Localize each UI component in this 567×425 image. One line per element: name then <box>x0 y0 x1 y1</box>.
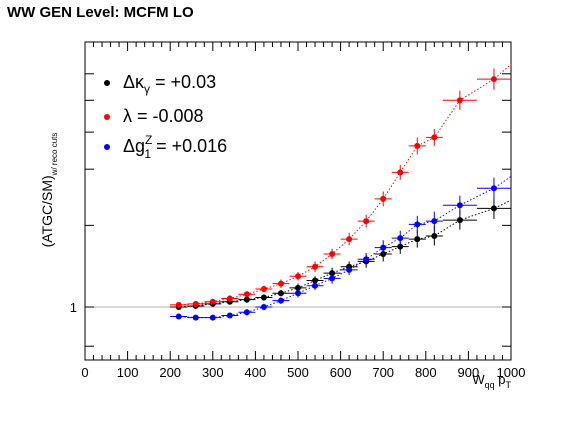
legend: Δκγ = +0.03 λ = -0.008 ΔgZ 1 = +0.016 <box>104 72 227 161</box>
data-point <box>409 216 426 233</box>
marker <box>346 267 352 273</box>
x-tick-label: 700 <box>372 365 394 380</box>
marker <box>295 273 301 279</box>
marker <box>244 291 250 297</box>
data-point <box>238 309 255 315</box>
marker <box>210 299 216 305</box>
legend-marker <box>104 80 110 86</box>
data-point <box>324 249 341 260</box>
marker <box>346 236 352 242</box>
data-point <box>341 265 358 276</box>
x-tick-label: 500 <box>287 365 309 380</box>
x-tick-label: 200 <box>159 365 181 380</box>
marker <box>176 302 182 308</box>
data-point <box>443 196 477 215</box>
data-points <box>170 69 511 321</box>
data-point <box>375 191 392 206</box>
legend-marker <box>104 144 110 150</box>
marker <box>457 97 463 103</box>
marker <box>312 283 318 289</box>
x-tick-label: 800 <box>415 365 437 380</box>
x-tick-label: 600 <box>330 365 352 380</box>
data-point <box>204 315 221 321</box>
marker <box>431 134 437 140</box>
legend-marker <box>104 114 110 120</box>
marker <box>380 245 386 251</box>
marker <box>193 301 199 307</box>
data-point <box>272 290 289 296</box>
marker <box>176 314 182 320</box>
data-point <box>409 231 426 248</box>
data-point <box>477 69 511 90</box>
marker <box>244 297 250 303</box>
x-tick-label: 400 <box>245 365 267 380</box>
data-point <box>221 312 238 318</box>
marker <box>491 185 497 191</box>
marker <box>210 315 216 321</box>
data-point <box>477 198 511 219</box>
marker <box>193 315 199 321</box>
data-point <box>324 273 341 284</box>
marker <box>261 294 267 300</box>
marker <box>491 205 497 211</box>
y-tick-label: 1 <box>70 300 77 315</box>
data-point <box>358 215 375 228</box>
marker <box>227 296 233 302</box>
marker <box>278 281 284 287</box>
marker <box>397 235 403 241</box>
data-point <box>221 295 238 301</box>
data-point <box>289 272 306 280</box>
data-point <box>392 165 409 180</box>
data-point <box>477 178 511 199</box>
data-point <box>170 314 187 320</box>
data-point <box>375 240 392 255</box>
data-point <box>426 212 443 231</box>
data-point <box>443 91 477 110</box>
marker <box>414 143 420 149</box>
marker <box>329 251 335 257</box>
legend-entry: ΔgZ 1 = +0.016 <box>123 133 227 161</box>
data-point <box>255 294 272 300</box>
data-point <box>187 315 204 321</box>
marker <box>261 304 267 310</box>
marker <box>457 217 463 223</box>
legend-entry: Δκγ = +0.03 <box>123 72 216 96</box>
marker <box>363 218 369 224</box>
y-axis-label: (ATGC/SM)w/ reco cuts <box>39 133 59 248</box>
axis-labels: Wqq pT (ATGC/SM)w/ reco cuts <box>39 133 512 390</box>
marker <box>312 264 318 270</box>
marker <box>329 275 335 281</box>
marker <box>278 290 284 296</box>
marker <box>261 286 267 292</box>
marker <box>457 202 463 208</box>
marker <box>431 218 437 224</box>
marker <box>431 233 437 239</box>
marker <box>397 169 403 175</box>
x-tick-label: 100 <box>117 365 139 380</box>
marker <box>491 76 497 82</box>
marker <box>278 298 284 304</box>
marker <box>295 290 301 296</box>
data-point <box>409 137 426 154</box>
marker <box>414 236 420 242</box>
marker <box>244 309 250 315</box>
x-tick-label: 0 <box>81 365 88 380</box>
marker <box>380 196 386 202</box>
data-point <box>341 233 358 246</box>
x-tick-label: 300 <box>202 365 224 380</box>
data-point <box>426 129 443 146</box>
marker <box>363 256 369 262</box>
legend-entry: λ = -0.008 <box>123 106 204 126</box>
marker <box>414 221 420 227</box>
marker <box>227 312 233 318</box>
